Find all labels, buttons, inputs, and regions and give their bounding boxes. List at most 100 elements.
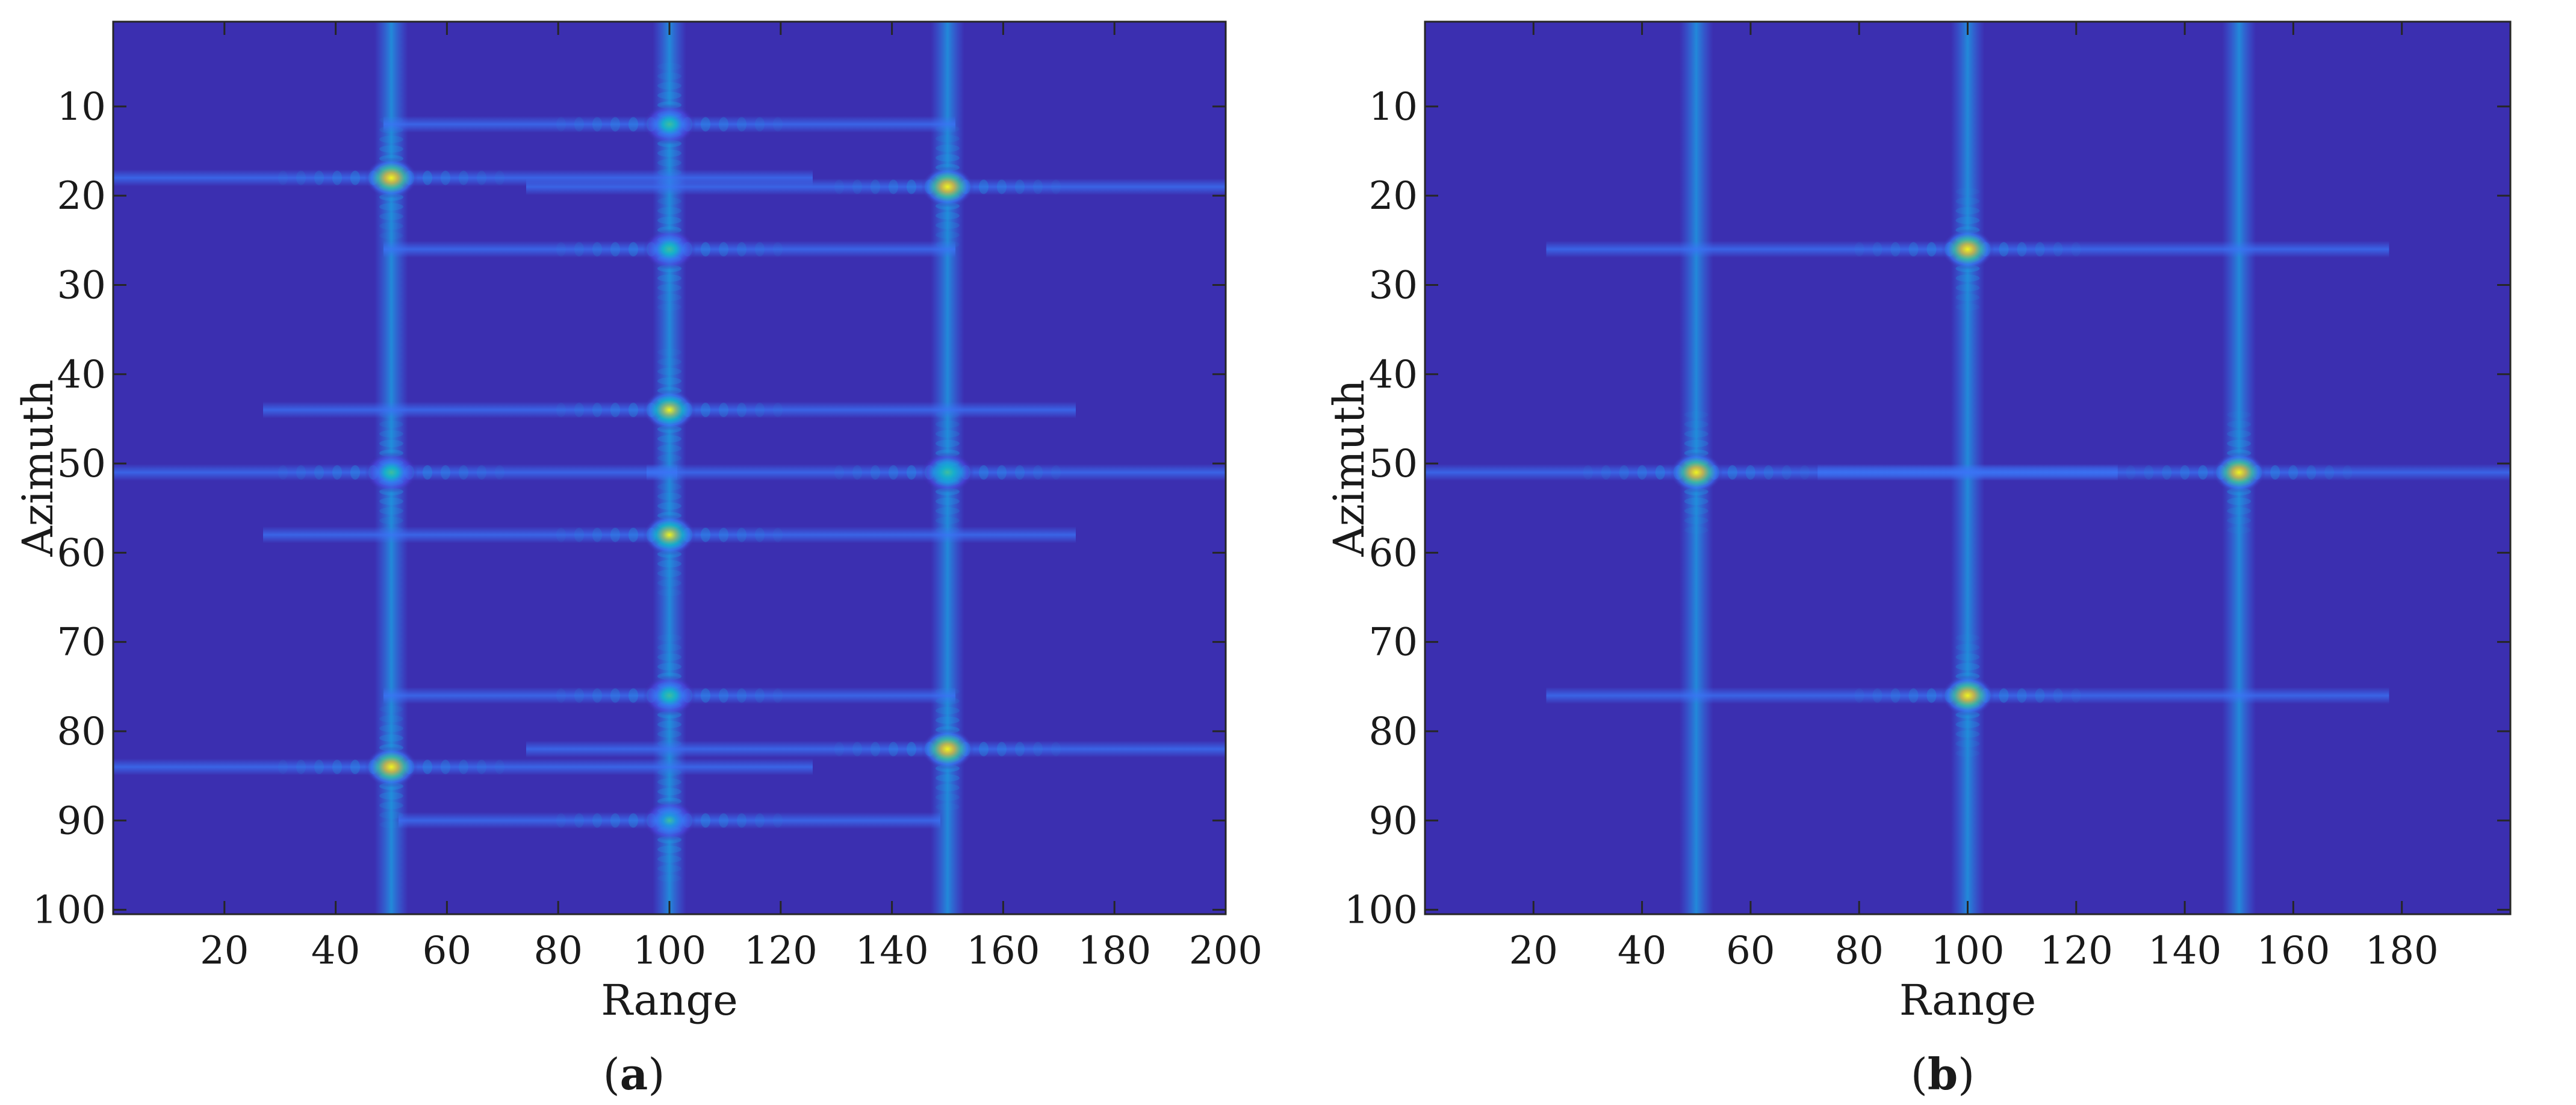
x-tick-label: 100 bbox=[1931, 929, 2004, 973]
sidelobe-dot bbox=[2144, 465, 2154, 480]
sidelobe-dot bbox=[1955, 197, 1980, 205]
sidelobe-dot bbox=[1684, 420, 1709, 428]
sidelobe-dot bbox=[1727, 465, 1737, 480]
sidelobe-dot bbox=[278, 465, 288, 480]
sidelobe-dot bbox=[657, 454, 681, 462]
point-target bbox=[365, 451, 418, 493]
sidelobe-dot bbox=[907, 179, 916, 194]
y-tick-label: 50 bbox=[57, 442, 106, 486]
sidelobe-dot bbox=[423, 170, 432, 185]
sidelobe-dot bbox=[657, 169, 681, 176]
sidelobe-dot bbox=[657, 274, 681, 282]
sidelobe-dot bbox=[1926, 242, 1937, 257]
x-tick-label: 160 bbox=[966, 929, 1040, 973]
sidelobe-dot bbox=[657, 368, 681, 376]
sidelobe-dot bbox=[997, 179, 1007, 194]
sidelobe-dot bbox=[1684, 410, 1709, 418]
sidelobe-dot bbox=[459, 465, 468, 480]
sidelobe-dot bbox=[1955, 188, 1980, 196]
sidelobe-dot bbox=[936, 526, 960, 534]
sidelobe-dot bbox=[979, 179, 989, 194]
sidelobe-dot bbox=[737, 688, 746, 703]
sidelobe-dot bbox=[556, 403, 566, 418]
sidelobe-dot bbox=[1684, 526, 1709, 534]
sidelobe-dot bbox=[719, 813, 728, 828]
sidelobe-dot bbox=[2227, 439, 2252, 447]
y-tick-label: 100 bbox=[1344, 888, 1418, 933]
sidelobe-dot bbox=[574, 117, 584, 132]
sidelobe-dot bbox=[2053, 688, 2063, 703]
sidelobe-dot bbox=[657, 846, 681, 853]
sidelobe-dot bbox=[379, 212, 403, 220]
sidelobe-dot bbox=[1684, 439, 1709, 447]
sidelobe-dot bbox=[628, 688, 638, 703]
sidelobe-dot bbox=[628, 813, 638, 828]
sidelobe-dot bbox=[701, 688, 710, 703]
x-tick-label: 200 bbox=[1189, 929, 1262, 973]
sidelobe-dot bbox=[1015, 741, 1025, 757]
point-target bbox=[643, 389, 696, 431]
sidelobe-dot bbox=[657, 284, 681, 292]
sidelobe-dot bbox=[936, 439, 960, 447]
sidelobe-dot bbox=[332, 760, 342, 775]
sidelobe-dot bbox=[936, 516, 960, 524]
y-tick-label: 10 bbox=[57, 85, 106, 129]
heatmap-image bbox=[113, 22, 1226, 914]
sidelobe-dot bbox=[1955, 663, 1980, 670]
sidelobe-dot bbox=[936, 716, 960, 724]
x-tick-label: 140 bbox=[2148, 929, 2221, 973]
sidelobe-dot bbox=[314, 760, 324, 775]
sidelobe-dot bbox=[1051, 741, 1061, 757]
sidelobe-dot bbox=[2227, 516, 2252, 524]
sidelobe-dot bbox=[701, 813, 710, 828]
x-tick-label: 120 bbox=[2040, 929, 2113, 973]
sidelobe-dot bbox=[379, 439, 403, 447]
azimuth-sidelobe bbox=[526, 740, 1226, 758]
x-tick-label: 180 bbox=[2365, 929, 2439, 973]
sidelobe-dot bbox=[657, 483, 681, 491]
x-tick-label: 80 bbox=[533, 929, 582, 973]
sidelobe-dot bbox=[1999, 688, 2009, 703]
y-tick-label: 40 bbox=[1369, 353, 1418, 397]
sidelobe-dot bbox=[657, 159, 681, 167]
sidelobe-dot bbox=[610, 688, 620, 703]
sidelobe-dot bbox=[755, 403, 765, 418]
point-target bbox=[1669, 451, 1723, 493]
sidelobe-dot bbox=[1619, 465, 1629, 480]
sidelobe-dot bbox=[1955, 749, 1980, 757]
sidelobe-dot bbox=[657, 653, 681, 661]
sidelobe-dot bbox=[2162, 465, 2172, 480]
sidelobe-dot bbox=[332, 170, 342, 185]
sidelobe-dot bbox=[628, 117, 638, 132]
sidelobe-dot bbox=[628, 403, 638, 418]
y-tick-label: 70 bbox=[57, 621, 106, 665]
sidelobe-dot bbox=[1955, 294, 1980, 302]
azimuth-sidelobe bbox=[1817, 463, 2510, 481]
sidelobe-dot bbox=[2288, 465, 2298, 480]
sidelobe-dot bbox=[834, 179, 844, 194]
sidelobe-dot bbox=[657, 82, 681, 90]
sidelobe-dot bbox=[574, 527, 584, 542]
sidelobe-dot bbox=[657, 348, 681, 356]
sidelobe-dot bbox=[1955, 720, 1980, 728]
sidelobe-dot bbox=[1033, 179, 1043, 194]
sidelobe-dot bbox=[755, 527, 765, 542]
sidelobe-dot bbox=[657, 91, 681, 99]
sidelobe-dot bbox=[592, 117, 602, 132]
x-tick-label: 40 bbox=[1618, 929, 1666, 973]
sidelobe-dot bbox=[936, 430, 960, 438]
sidelobe-dot bbox=[441, 465, 450, 480]
sidelobe-dot bbox=[889, 741, 898, 757]
sidelobe-dot bbox=[737, 403, 746, 418]
sidelobe-dot bbox=[889, 465, 898, 480]
sidelobe-dot bbox=[1955, 740, 1980, 748]
sidelobe-dot bbox=[350, 170, 360, 185]
sidelobe-dot bbox=[1051, 179, 1061, 194]
sidelobe-dot bbox=[657, 560, 681, 568]
sidelobe-dot bbox=[2270, 465, 2280, 480]
sidelobe-dot bbox=[477, 465, 486, 480]
sidelobe-dot bbox=[1908, 242, 1919, 257]
sidelobe-dot bbox=[657, 217, 681, 224]
sidelobe-dot bbox=[314, 465, 324, 480]
